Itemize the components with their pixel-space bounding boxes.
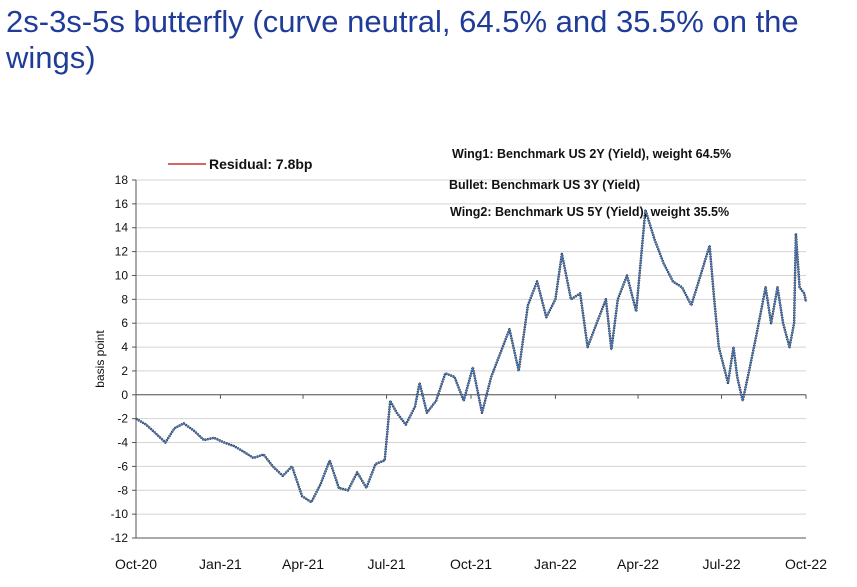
- x-tick-label: Apr-22: [617, 556, 659, 572]
- series-line: [135, 209, 807, 503]
- x-tick-label: Oct-22: [785, 556, 827, 572]
- y-tick-label: 12: [115, 245, 129, 259]
- x-tick-label: Oct-21: [450, 556, 492, 572]
- annotation-bullet: Bullet: Benchmark US 3Y (Yield): [449, 178, 640, 192]
- y-tick-label: -4: [117, 436, 128, 450]
- x-tick-label: Jan-21: [199, 556, 242, 572]
- y-tick-label: 0: [121, 388, 128, 402]
- x-tick-label: Jan-22: [534, 556, 577, 572]
- y-tick-label: 2: [121, 364, 128, 378]
- y-tick-label: -8: [117, 483, 128, 497]
- chart-title: 2s-3s-5s butterfly (curve neutral, 64.5%…: [6, 4, 799, 75]
- series-group: [135, 208, 808, 504]
- y-tick-label: 16: [115, 197, 129, 211]
- x-tick-label: Jul-21: [367, 556, 405, 572]
- y-tick-label: 6: [121, 316, 128, 330]
- y-tick-label: 10: [115, 268, 129, 282]
- legend-label: Residual: 7.8bp: [209, 156, 312, 172]
- annotation-wing1: Wing1: Benchmark US 2Y (Yield), weight 6…: [452, 147, 731, 161]
- y-axis-label: basis point: [93, 330, 107, 388]
- y-tick-label: 18: [115, 173, 129, 187]
- y-tick-label: -6: [117, 459, 128, 473]
- x-tick-label: Jul-22: [702, 556, 740, 572]
- y-tick-label: 14: [115, 221, 129, 235]
- y-tick-label: -10: [111, 507, 129, 521]
- y-tick-label: -2: [117, 412, 128, 426]
- y-tick-label: 8: [121, 292, 128, 306]
- x-tick-labels: Oct-20 Jan-21 Apr-21 Jul-21 Oct-21 Jan-22 Apr-…: [115, 394, 827, 572]
- gridlines: [132, 179, 806, 539]
- axes: [135, 180, 806, 539]
- series-line-shadow: [135, 208, 808, 504]
- legend: Residual: 7.8bp: [168, 156, 312, 172]
- x-tick-label: Apr-21: [282, 556, 324, 572]
- annotation-wing2: Wing2: Benchmark US 5Y (Yield), weight 3…: [450, 205, 729, 219]
- y-tick-labels: -12 -10 -8 -6 -4 -2 0 2 4 6 8 10 12 14 16 18: [111, 173, 129, 545]
- x-tick-label: Oct-20: [115, 556, 157, 572]
- y-tick-label: -12: [111, 531, 129, 545]
- y-tick-label: 4: [121, 340, 128, 354]
